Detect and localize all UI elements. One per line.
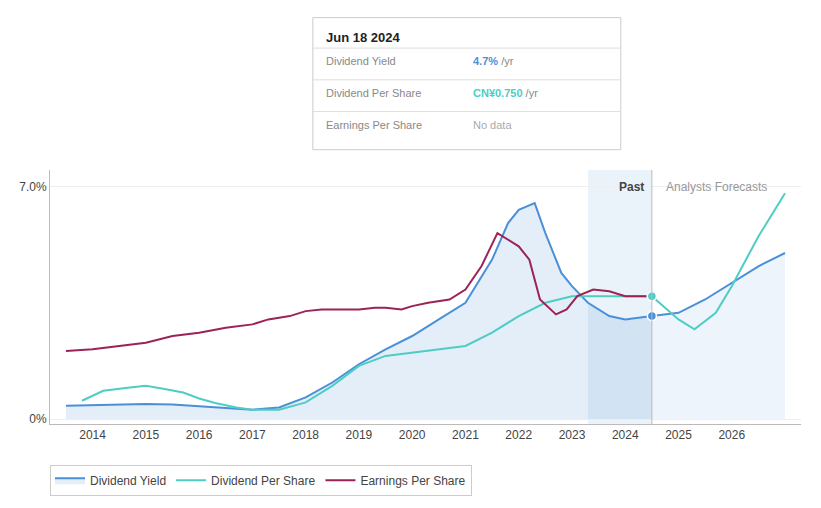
svg-text:2026: 2026 <box>718 428 745 442</box>
svg-text:Earnings Per Share: Earnings Per Share <box>360 474 465 488</box>
svg-text:Earnings Per Share: Earnings Per Share <box>326 119 422 131</box>
svg-text:Dividend Per Share: Dividend Per Share <box>326 87 421 99</box>
svg-text:4.7% /yr: 4.7% /yr <box>473 55 514 67</box>
svg-text:2019: 2019 <box>346 428 373 442</box>
svg-text:Dividend Yield: Dividend Yield <box>326 55 396 67</box>
svg-text:No data: No data <box>473 119 512 131</box>
svg-text:2015: 2015 <box>133 428 160 442</box>
svg-text:2021: 2021 <box>452 428 479 442</box>
svg-text:Past: Past <box>619 180 644 194</box>
svg-text:2025: 2025 <box>665 428 692 442</box>
svg-text:2016: 2016 <box>186 428 213 442</box>
svg-text:Dividend Per Share: Dividend Per Share <box>211 474 315 488</box>
svg-text:2022: 2022 <box>505 428 532 442</box>
svg-text:2024: 2024 <box>612 428 639 442</box>
svg-text:0%: 0% <box>29 412 47 426</box>
svg-text:2017: 2017 <box>239 428 266 442</box>
svg-text:Jun 18 2024: Jun 18 2024 <box>326 30 400 45</box>
svg-text:Analysts Forecasts: Analysts Forecasts <box>666 180 767 194</box>
svg-text:CN¥0.750 /yr: CN¥0.750 /yr <box>473 87 538 99</box>
svg-text:2018: 2018 <box>292 428 319 442</box>
svg-text:2023: 2023 <box>559 428 586 442</box>
svg-text:2014: 2014 <box>79 428 106 442</box>
svg-text:7.0%: 7.0% <box>19 180 47 194</box>
svg-text:Dividend Yield: Dividend Yield <box>90 474 166 488</box>
svg-text:2020: 2020 <box>399 428 426 442</box>
